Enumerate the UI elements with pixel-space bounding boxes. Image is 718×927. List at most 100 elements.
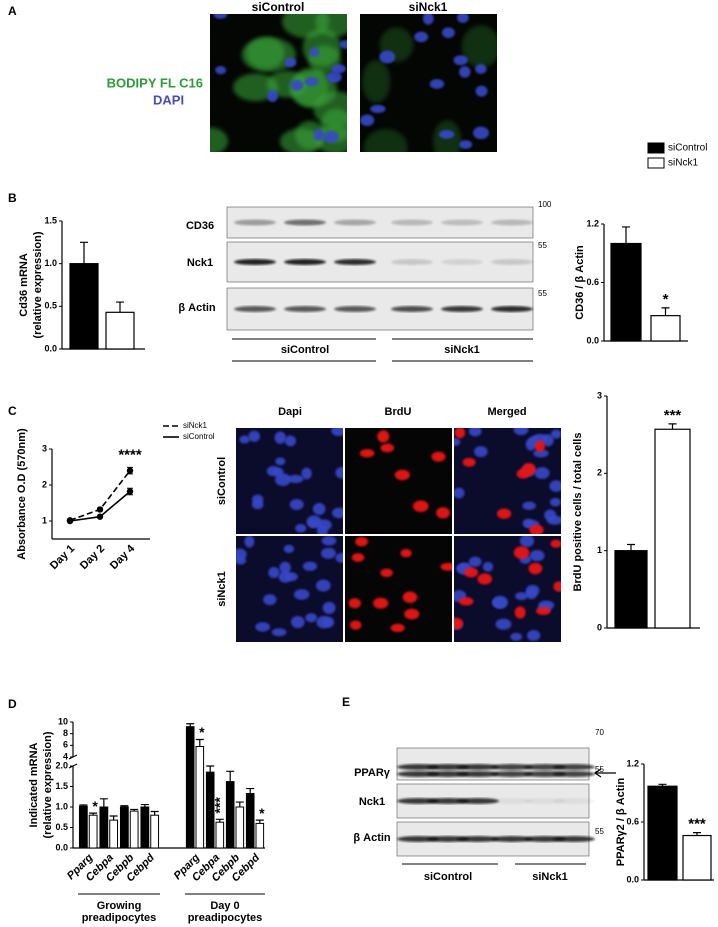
blot-band	[391, 306, 433, 312]
x-tick-label: Day 2	[78, 543, 107, 572]
blot-band	[457, 764, 499, 770]
bar	[255, 822, 265, 849]
point	[66, 517, 74, 525]
y-tick-label: 0.0	[586, 335, 599, 345]
bar	[654, 428, 691, 629]
y-tick-label: 0.0	[55, 842, 68, 852]
brdu-nucleus	[529, 524, 544, 534]
mw-marker: 70	[595, 728, 604, 737]
blot-row-label: β Actin	[178, 302, 216, 314]
blot-band	[284, 259, 326, 265]
arrow	[593, 768, 616, 778]
error-bar	[109, 815, 118, 821]
brdu-nucleus	[454, 617, 464, 630]
blot-band	[234, 259, 276, 265]
legend-swatch	[647, 157, 665, 169]
group-label: Growing	[97, 900, 142, 912]
panel-label: B	[8, 191, 17, 205]
mw-marker: 55	[538, 289, 547, 298]
brdu-nucleus	[377, 430, 390, 443]
significance: ***	[688, 816, 706, 833]
nucleus	[473, 446, 488, 458]
bar	[78, 805, 88, 849]
y-tick-label: 0.0	[44, 343, 57, 353]
error-bar	[150, 810, 159, 816]
blot-band	[397, 836, 439, 842]
panel-label: D	[8, 697, 17, 711]
error-bar	[255, 819, 264, 824]
error-bar	[627, 543, 635, 551]
nucleus	[305, 613, 318, 623]
nucleus	[526, 629, 541, 641]
lipid-stain	[363, 128, 408, 152]
error-bar	[658, 783, 667, 787]
blot-band	[524, 798, 566, 804]
nucleus	[323, 130, 339, 144]
lipid-stain	[313, 91, 347, 127]
bar	[610, 242, 642, 342]
y-axis-label: (relative expression)	[42, 731, 54, 838]
x-tick-label: Day 4	[108, 542, 138, 572]
blot-band	[441, 259, 483, 265]
nucleus	[525, 438, 537, 451]
brdu-nucleus	[390, 623, 405, 633]
lipid-stain	[315, 14, 347, 37]
nucleus	[283, 544, 295, 554]
nucleus	[302, 561, 318, 572]
panel-label: A	[8, 4, 17, 18]
blot-row-label: β Actin	[353, 832, 391, 844]
blot-row-label: CD36	[186, 220, 214, 232]
error-bar	[235, 801, 244, 807]
y-tick-label: 10	[58, 716, 68, 726]
nucleus	[268, 566, 280, 579]
error-bar	[116, 301, 124, 313]
lipid-stain	[461, 25, 497, 68]
x-tick-label: Day 1	[48, 543, 77, 572]
y-tick-label: 2.0	[55, 760, 68, 770]
micrograph	[454, 536, 561, 642]
legend-swatch	[647, 142, 665, 154]
nucleus	[213, 14, 228, 19]
nucleus	[284, 435, 297, 447]
nucleus	[284, 572, 298, 582]
nucleus	[482, 561, 494, 572]
bar	[150, 814, 160, 849]
nucleus	[321, 536, 337, 546]
nucleus	[360, 114, 375, 126]
blot-band	[524, 764, 566, 770]
nucleus	[379, 50, 396, 64]
bar	[614, 550, 648, 629]
brdu-nucleus	[534, 440, 546, 452]
y-tick-label: 1.5	[44, 215, 57, 225]
brdu-nucleus	[440, 562, 452, 571]
nucleus	[414, 31, 429, 43]
y-axis-label: BrdU positive cells / total cells	[572, 433, 584, 592]
y-axis-label: CD36 / β Actin	[574, 245, 586, 320]
blot-band	[441, 219, 483, 226]
nucleus	[322, 601, 336, 614]
error-bar	[120, 805, 129, 807]
legend-label: siNck1	[668, 158, 698, 169]
brdu-nucleus	[496, 508, 512, 519]
nucleus	[306, 515, 322, 529]
nucleus	[215, 65, 227, 75]
micrograph	[236, 536, 343, 642]
mw-marker: 55	[595, 827, 604, 836]
column-label: Dapi	[278, 406, 302, 418]
nucleus	[313, 129, 325, 142]
error-bar	[186, 723, 195, 727]
significance: *	[663, 291, 669, 308]
row-label: siControl	[216, 457, 228, 505]
nucleus	[275, 473, 291, 486]
nucleus	[275, 457, 286, 466]
error-bar	[246, 787, 255, 794]
blot-band	[524, 836, 566, 842]
bar	[225, 781, 235, 849]
brdu-nucleus	[536, 607, 551, 616]
brdu-nucleus	[454, 428, 466, 439]
blot-band	[553, 798, 595, 804]
group-label: siNck1	[444, 344, 479, 356]
bar	[129, 810, 139, 849]
group-label: preadipocytes	[82, 912, 157, 924]
y-axis-label: (relative expression)	[32, 231, 44, 338]
